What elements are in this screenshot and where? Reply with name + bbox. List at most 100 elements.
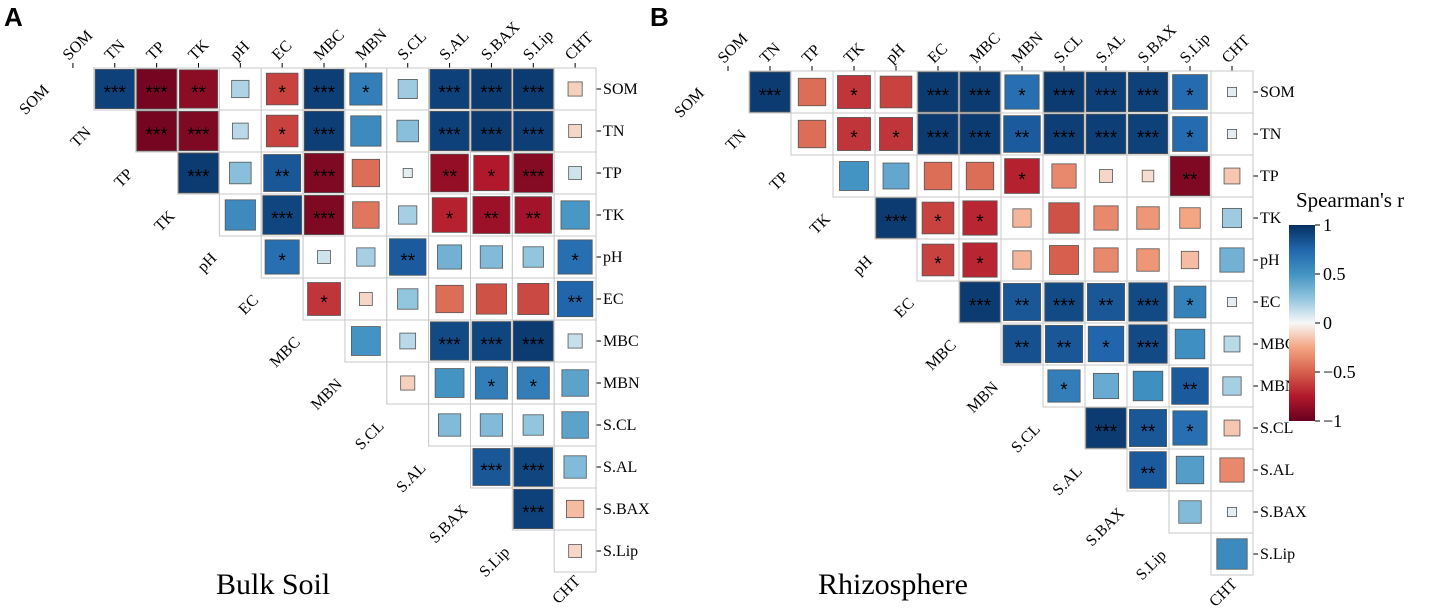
cell-rhizo-ph-mbn xyxy=(1012,250,1032,270)
cell-rhizo-som-s-lip-sig: * xyxy=(1186,86,1194,107)
legend-title: Spearman's r xyxy=(1296,188,1404,212)
row-label-bulk-tp: TP xyxy=(111,166,136,191)
cell-rhizo-som-ec-sig: *** xyxy=(927,86,950,107)
cell-rhizo-ph-s-al xyxy=(1093,247,1119,273)
cell-bulk-mbn-s-al xyxy=(434,368,465,398)
cell-bulk-ph-mbn xyxy=(356,247,376,267)
cell-rhizo-mbn-s-al xyxy=(1092,372,1120,400)
legend-ticks: 1 0.5 0 −0.5 −1 xyxy=(1315,215,1356,431)
right-label-bulk-ec: EC xyxy=(603,291,623,308)
legend-tick-label: −0.5 xyxy=(1323,362,1356,382)
cell-rhizo-mbc-mbn xyxy=(1002,324,1042,364)
cell-bulk-s-bax-s-lip-sig: *** xyxy=(522,503,545,524)
cell-rhizo-tp-s-lip-sig: ** xyxy=(1183,170,1198,191)
cell-bulk-tp-tk-sig: *** xyxy=(187,167,210,188)
cell-bulk-tn-ph xyxy=(232,122,249,140)
cell-rhizo-som-mbn xyxy=(1004,74,1040,110)
cell-rhizo-ph-ec-sig: * xyxy=(934,254,942,275)
col-label-rhizo-s-cl: S.CL xyxy=(1051,31,1087,67)
cell-rhizo-tk-ph xyxy=(875,197,917,239)
cell-rhizo-tn-mbn xyxy=(1003,115,1041,153)
right-label-rhizo-s-cl: S.CL xyxy=(1260,420,1293,437)
cell-bulk-tk-mbc-sig: *** xyxy=(313,209,336,230)
row-label-rhizo-tn: TN xyxy=(723,126,750,153)
cell-rhizo-ph-mbc xyxy=(962,242,998,278)
cell-rhizo-ec-s-al xyxy=(1087,283,1125,321)
panel-title-bulk-soil: Bulk Soil xyxy=(216,568,330,601)
cell-rhizo-ec-s-bax xyxy=(1128,282,1168,322)
cell-bulk-tp-s-lip xyxy=(513,153,554,193)
col-label-rhizo-ph: pH xyxy=(883,41,909,67)
cell-bulk-tp-mbc-sig: *** xyxy=(313,167,336,188)
cell-rhizo-tk-s-cl xyxy=(1048,202,1080,234)
cell-rhizo-s-cl-s-lip-sig: * xyxy=(1186,422,1194,443)
cell-rhizo-mbn-s-lip-sig: ** xyxy=(1183,380,1198,401)
cell-bulk-ec-cht-sig: ** xyxy=(568,293,583,314)
cell-bulk-ph-ec xyxy=(264,239,300,275)
cell-bulk-som-tp xyxy=(136,68,177,110)
cell-rhizo-tp-cht xyxy=(1223,167,1241,185)
cell-bulk-tp-s-al xyxy=(430,153,469,193)
right-label-bulk-s-cl: S.CL xyxy=(603,417,636,434)
cell-bulk-tp-ec xyxy=(263,154,302,192)
cell-bulk-ph-s-bax xyxy=(479,245,504,269)
cell-rhizo-s-bax-cht xyxy=(1227,507,1237,517)
cell-bulk-ec-mbc-sig: * xyxy=(320,293,328,314)
cell-rhizo-tk-ec-sig: * xyxy=(934,212,942,233)
cell-bulk-s-cl-cht xyxy=(561,411,589,439)
cell-rhizo-mbn-s-lip xyxy=(1171,367,1209,405)
cell-bulk-tn-s-al-sig: *** xyxy=(438,125,461,146)
col-label-bulk-s-cl: S.CL xyxy=(395,28,431,64)
cell-rhizo-tn-s-lip xyxy=(1172,116,1208,152)
cell-rhizo-som-s-lip xyxy=(1172,74,1208,110)
cell-rhizo-tk-mbn xyxy=(1012,208,1032,228)
row-label-bulk-s-bax: S.BAX xyxy=(426,501,471,546)
right-label-bulk-mbn: MBN xyxy=(603,375,640,392)
cell-bulk-tk-cht xyxy=(560,200,590,230)
row-label-rhizo-mbn: MBN xyxy=(964,378,1002,416)
cell-rhizo-s-cl-s-lip xyxy=(1172,410,1208,446)
cell-bulk-tn-mbc-sig: *** xyxy=(313,125,336,146)
right-label-bulk-som: SOM xyxy=(603,81,638,98)
right-label-bulk-mbc: MBC xyxy=(603,333,639,350)
cell-rhizo-ph-cht xyxy=(1219,247,1245,273)
right-label-bulk-tp: TP xyxy=(603,165,622,182)
cell-bulk-som-s-lip xyxy=(512,68,554,110)
col-label-rhizo-cht: CHT xyxy=(1219,32,1254,67)
row-label-bulk-mbc: MBC xyxy=(267,334,304,371)
cell-rhizo-tk-s-al xyxy=(1093,205,1119,231)
cell-rhizo-ph-ec xyxy=(921,243,955,277)
col-label-bulk-s-al: S.AL xyxy=(436,28,472,64)
right-label-rhizo-mbc: MBC xyxy=(1260,336,1296,353)
right-label-rhizo-tn: TN xyxy=(1260,126,1282,143)
cell-rhizo-som-s-al-sig: *** xyxy=(1095,86,1118,107)
cell-bulk-s-al-s-bax-sig: *** xyxy=(480,461,503,482)
cell-bulk-ph-cht-sig: * xyxy=(571,251,579,272)
bottom-label-rhizo-cht: CHT xyxy=(1206,576,1241,611)
cell-rhizo-som-s-cl-sig: *** xyxy=(1053,86,1076,107)
right-label-rhizo-tk: TK xyxy=(1260,210,1282,227)
cell-rhizo-tn-mbc-sig: *** xyxy=(969,128,992,149)
cell-rhizo-tp-s-al xyxy=(1099,169,1113,183)
cell-bulk-tk-s-al xyxy=(431,197,468,233)
right-label-rhizo-mbn: MBN xyxy=(1260,378,1297,395)
col-label-bulk-mbn: MBN xyxy=(353,26,391,64)
cell-bulk-som-ec xyxy=(265,72,299,106)
legend-color-bar xyxy=(1289,225,1315,421)
cell-bulk-ec-s-lip xyxy=(517,283,550,315)
panel-rhizosphere: B Rhizosphere SOM TN TP TK pH EC MBC MBN S.CL S.A… xyxy=(650,2,1307,610)
cell-rhizo-mbc-s-cl xyxy=(1045,325,1083,363)
right-label-bulk-s-al: S.AL xyxy=(603,459,637,476)
cell-bulk-tn-tk-sig: *** xyxy=(187,125,210,146)
cell-rhizo-tk-ph-sig: *** xyxy=(885,212,908,233)
cell-bulk-tk-mbc xyxy=(304,195,345,235)
cell-rhizo-tn-ec xyxy=(917,113,959,155)
cell-bulk-tn-mbn xyxy=(350,115,382,147)
cell-bulk-tp-mbn xyxy=(351,158,380,188)
col-label-bulk-tp: TP xyxy=(143,39,168,64)
cell-rhizo-tk-s-bax xyxy=(1136,206,1160,230)
cell-rhizo-tp-s-lip xyxy=(1169,155,1211,197)
legend-tick-label: 0.5 xyxy=(1323,264,1346,284)
cell-rhizo-s-al-s-bax-sig: ** xyxy=(1141,464,1156,485)
col-label-bulk-s-bax: S.BAX xyxy=(478,18,523,63)
